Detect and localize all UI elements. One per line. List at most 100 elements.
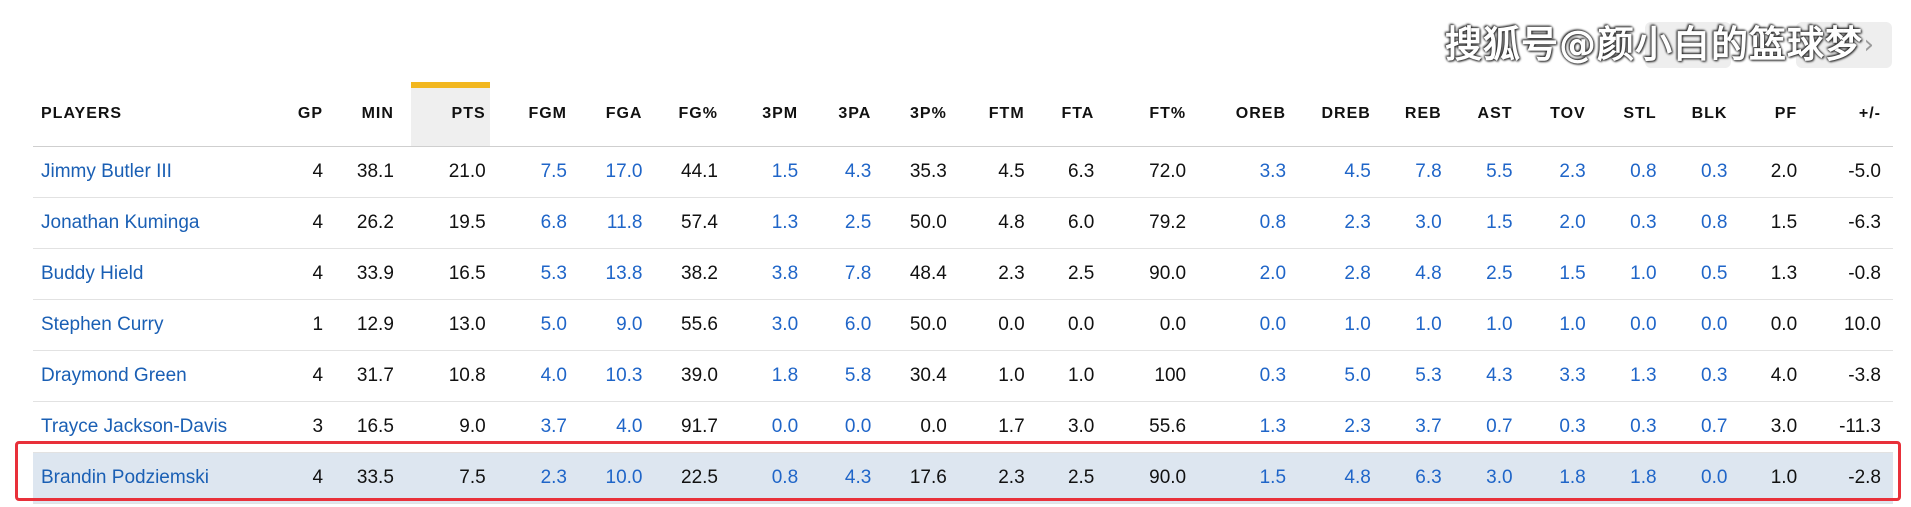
stat-link-stl[interactable]: 1.3 xyxy=(1597,350,1669,402)
stat-link-blk[interactable]: 0.7 xyxy=(1668,401,1740,453)
column-header-fgm[interactable]: FGM xyxy=(497,82,579,147)
column-header-3p[interactable]: 3P% xyxy=(883,82,959,147)
stat-link-ast[interactable]: 0.7 xyxy=(1453,401,1525,453)
stat-link-fgm[interactable]: 3.7 xyxy=(497,401,579,453)
stat-link-3pm[interactable]: 3.0 xyxy=(729,299,811,351)
stat-link-tov[interactable]: 1.8 xyxy=(1524,452,1598,504)
column-header-oreb[interactable]: OREB xyxy=(1198,82,1299,147)
stat-link-dreb[interactable]: 4.5 xyxy=(1298,146,1383,198)
stat-link-stl[interactable]: 0.3 xyxy=(1597,401,1669,453)
column-header-fga[interactable]: FGA xyxy=(578,82,655,147)
player-name-link[interactable]: Draymond Green xyxy=(33,350,266,402)
stat-link-fga[interactable]: 10.3 xyxy=(578,350,655,402)
stat-link-3pa[interactable]: 4.3 xyxy=(810,452,884,504)
stat-link-reb[interactable]: 3.7 xyxy=(1382,401,1454,453)
stat-link-reb[interactable]: 4.8 xyxy=(1382,248,1454,300)
stat-link-tov[interactable]: 1.0 xyxy=(1524,299,1598,351)
stat-link-oreb[interactable]: 3.3 xyxy=(1198,146,1299,198)
previous-button[interactable] xyxy=(1645,22,1731,68)
stat-link-reb[interactable]: 5.3 xyxy=(1382,350,1454,402)
stat-link-oreb[interactable]: 2.0 xyxy=(1198,248,1299,300)
stat-link-tov[interactable]: 0.3 xyxy=(1524,401,1598,453)
stat-link-3pm[interactable]: 0.8 xyxy=(729,452,811,504)
stat-link-dreb[interactable]: 2.3 xyxy=(1298,401,1383,453)
stat-link-dreb[interactable]: 5.0 xyxy=(1298,350,1383,402)
stat-link-stl[interactable]: 1.0 xyxy=(1597,248,1669,300)
stat-link-fgm[interactable]: 5.3 xyxy=(497,248,579,300)
column-header-dreb[interactable]: DREB xyxy=(1298,82,1383,147)
stat-link-3pm[interactable]: 1.5 xyxy=(729,146,811,198)
stat-link-fgm[interactable]: 5.0 xyxy=(497,299,579,351)
stat-link-fga[interactable]: 17.0 xyxy=(578,146,655,198)
stat-link-stl[interactable]: 0.3 xyxy=(1597,197,1669,249)
stat-link-reb[interactable]: 6.3 xyxy=(1382,452,1454,504)
player-name-link[interactable]: Jonathan Kuminga xyxy=(33,197,266,249)
column-header-blk[interactable]: BLK xyxy=(1668,82,1740,147)
stat-link-blk[interactable]: 0.5 xyxy=(1668,248,1740,300)
column-header-players[interactable]: PLAYERS xyxy=(33,82,266,147)
stat-link-fgm[interactable]: 6.8 xyxy=(497,197,579,249)
stat-link-oreb[interactable]: 0.0 xyxy=(1198,299,1299,351)
stat-link-3pa[interactable]: 2.5 xyxy=(810,197,884,249)
column-header-fta[interactable]: FTA xyxy=(1036,82,1107,147)
stat-link-dreb[interactable]: 2.8 xyxy=(1298,248,1383,300)
column-header-ast[interactable]: AST xyxy=(1453,82,1525,147)
column-header-reb[interactable]: REB xyxy=(1382,82,1454,147)
stat-link-blk[interactable]: 0.8 xyxy=(1668,197,1740,249)
column-header-plus-minus[interactable]: +/- xyxy=(1809,82,1893,147)
stat-link-blk[interactable]: 0.0 xyxy=(1668,452,1740,504)
column-header-ft[interactable]: FT% xyxy=(1106,82,1199,147)
stat-link-oreb[interactable]: 1.5 xyxy=(1198,452,1299,504)
stat-link-dreb[interactable]: 2.3 xyxy=(1298,197,1383,249)
stat-link-fga[interactable]: 10.0 xyxy=(578,452,655,504)
column-header-3pm[interactable]: 3PM xyxy=(729,82,811,147)
stat-link-3pa[interactable]: 6.0 xyxy=(810,299,884,351)
stat-link-fga[interactable]: 13.8 xyxy=(578,248,655,300)
stat-link-stl[interactable]: 0.0 xyxy=(1597,299,1669,351)
stat-link-fgm[interactable]: 7.5 xyxy=(497,146,579,198)
column-header-ftm[interactable]: FTM xyxy=(958,82,1037,147)
stat-link-fgm[interactable]: 4.0 xyxy=(497,350,579,402)
stat-link-fga[interactable]: 9.0 xyxy=(578,299,655,351)
next-button[interactable]: › xyxy=(1796,22,1892,68)
stat-link-reb[interactable]: 7.8 xyxy=(1382,146,1454,198)
stat-link-stl[interactable]: 0.8 xyxy=(1597,146,1669,198)
stat-link-fga[interactable]: 4.0 xyxy=(578,401,655,453)
stat-link-stl[interactable]: 1.8 xyxy=(1597,452,1669,504)
stat-link-3pm[interactable]: 3.8 xyxy=(729,248,811,300)
stat-link-3pa[interactable]: 0.0 xyxy=(810,401,884,453)
stat-link-ast[interactable]: 3.0 xyxy=(1453,452,1525,504)
stat-link-ast[interactable]: 4.3 xyxy=(1453,350,1525,402)
stat-link-3pm[interactable]: 0.0 xyxy=(729,401,811,453)
column-header-stl[interactable]: STL xyxy=(1597,82,1669,147)
stat-link-reb[interactable]: 3.0 xyxy=(1382,197,1454,249)
stat-link-blk[interactable]: 0.3 xyxy=(1668,146,1740,198)
column-header-gp[interactable]: GP xyxy=(265,82,336,147)
stat-link-reb[interactable]: 1.0 xyxy=(1382,299,1454,351)
player-name-link[interactable]: Jimmy Butler III xyxy=(33,146,266,198)
stat-link-fga[interactable]: 11.8 xyxy=(578,197,655,249)
stat-link-tov[interactable]: 1.5 xyxy=(1524,248,1598,300)
stat-link-blk[interactable]: 0.0 xyxy=(1668,299,1740,351)
stat-link-3pa[interactable]: 4.3 xyxy=(810,146,884,198)
stat-link-tov[interactable]: 2.0 xyxy=(1524,197,1598,249)
column-header-fg[interactable]: FG% xyxy=(654,82,730,147)
stat-link-ast[interactable]: 5.5 xyxy=(1453,146,1525,198)
stat-link-3pm[interactable]: 1.3 xyxy=(729,197,811,249)
column-header-pts[interactable]: PTS xyxy=(405,82,498,147)
player-name-link[interactable]: Buddy Hield xyxy=(33,248,266,300)
player-name-link[interactable]: Brandin Podziemski xyxy=(33,452,266,504)
stat-link-tov[interactable]: 2.3 xyxy=(1524,146,1598,198)
stat-link-dreb[interactable]: 4.8 xyxy=(1298,452,1383,504)
stat-link-3pa[interactable]: 7.8 xyxy=(810,248,884,300)
column-header-min[interactable]: MIN xyxy=(335,82,406,147)
player-name-link[interactable]: Stephen Curry xyxy=(33,299,266,351)
column-header-pf[interactable]: PF xyxy=(1739,82,1810,147)
column-header-3pa[interactable]: 3PA xyxy=(810,82,884,147)
stat-link-blk[interactable]: 0.3 xyxy=(1668,350,1740,402)
stat-link-3pm[interactable]: 1.8 xyxy=(729,350,811,402)
stat-link-ast[interactable]: 1.0 xyxy=(1453,299,1525,351)
stat-link-oreb[interactable]: 1.3 xyxy=(1198,401,1299,453)
stat-link-dreb[interactable]: 1.0 xyxy=(1298,299,1383,351)
stat-link-tov[interactable]: 3.3 xyxy=(1524,350,1598,402)
